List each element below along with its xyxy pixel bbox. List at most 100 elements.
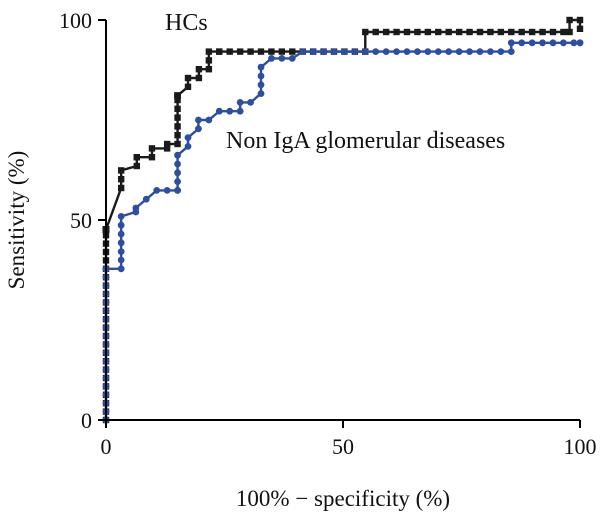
point-s1-85: [549, 39, 557, 47]
point-s1-59: [288, 55, 296, 62]
point-s0-100: [393, 28, 400, 36]
point-s0-103: [424, 28, 432, 36]
point-s0-117: [566, 28, 573, 36]
point-s1-47: [205, 116, 213, 124]
point-s1-48: [215, 107, 223, 115]
point-s0-57: [133, 154, 141, 161]
point-s0-98: [372, 28, 379, 36]
point-s1-67: [372, 48, 380, 55]
point-s1-87: [570, 39, 578, 47]
point-s1-60: [299, 48, 307, 55]
point-s0-86: [257, 48, 265, 55]
point-s1-58: [278, 55, 286, 62]
plot-area: [102, 16, 584, 424]
point-s1-33: [132, 204, 140, 212]
point-s0-54: [117, 167, 125, 174]
series-label-non-iga: Non IgA glomerular diseases: [226, 128, 505, 154]
point-s0-111: [508, 28, 515, 36]
point-s1-27: [117, 248, 125, 256]
point-s1-76: [466, 48, 473, 55]
point-s0-118: [566, 16, 573, 24]
point-s1-53: [257, 90, 265, 97]
series-line-0: [104, 18, 582, 420]
point-s1-51: [236, 99, 244, 106]
point-s0-64: [174, 123, 181, 130]
point-s1-77: [476, 48, 484, 55]
point-s0-79: [205, 57, 213, 64]
point-s1-29: [117, 230, 125, 238]
point-s1-31: [117, 213, 125, 220]
point-s0-55: [133, 162, 141, 170]
point-s1-86: [560, 39, 567, 47]
point-s0-85: [247, 48, 254, 55]
point-s1-64: [341, 48, 348, 55]
point-s0-104: [435, 28, 442, 36]
y-tick-label-1: 50: [70, 208, 92, 233]
point-s1-62: [320, 48, 327, 55]
point-s1-35: [153, 187, 161, 194]
point-s1-74: [445, 48, 453, 55]
y-axis-label: Sensitivity (%): [4, 151, 29, 290]
point-s1-80: [507, 48, 515, 55]
point-s1-44: [184, 134, 192, 142]
point-s1-57: [268, 55, 275, 62]
point-s1-43: [184, 143, 192, 150]
point-s1-40: [174, 169, 181, 177]
point-s1-78: [487, 48, 494, 55]
point-s1-71: [414, 48, 421, 55]
point-s0-112: [518, 28, 525, 36]
point-s1-70: [403, 48, 411, 55]
point-s0-84: [236, 48, 244, 55]
point-s0-58: [148, 154, 156, 161]
series-0: [102, 16, 584, 424]
point-s1-83: [528, 39, 536, 47]
point-s1-36: [163, 187, 171, 194]
point-s0-105: [445, 28, 452, 36]
point-s1-38: [174, 187, 181, 194]
point-s0-74: [184, 83, 192, 90]
point-s0-99: [382, 28, 390, 36]
point-s0-113: [528, 28, 536, 36]
point-s0-102: [414, 28, 421, 36]
point-s1-81: [507, 39, 515, 47]
point-s0-52: [117, 184, 125, 192]
point-s1-73: [434, 48, 442, 55]
point-s1-75: [455, 48, 463, 55]
point-s0-82: [216, 48, 223, 55]
point-s0-97: [362, 28, 369, 36]
x-tick-label-2: 100: [564, 434, 597, 459]
point-s0-119: [576, 16, 584, 24]
point-s1-49: [226, 107, 234, 115]
point-s0-88: [278, 48, 286, 55]
point-s1-30: [117, 221, 125, 229]
point-s1-61: [309, 48, 317, 55]
point-s0-108: [476, 28, 484, 36]
point-s1-42: [174, 151, 181, 159]
point-s0-78: [205, 66, 213, 73]
point-s0-63: [174, 132, 181, 139]
point-s0-110: [497, 28, 505, 36]
point-s0-106: [455, 28, 463, 36]
point-s1-82: [518, 39, 526, 47]
point-s1-68: [382, 48, 390, 55]
point-s0-83: [226, 48, 233, 55]
y-tick-label-0: 0: [81, 408, 92, 433]
point-s0-107: [466, 28, 473, 36]
point-s0-66: [174, 105, 181, 112]
point-s0-115: [549, 28, 557, 36]
point-s0-120: [576, 25, 584, 32]
point-s0-60: [163, 145, 171, 152]
point-s0-116: [560, 28, 567, 36]
point-s0-109: [487, 28, 494, 36]
point-s1-54: [257, 81, 265, 89]
point-s0-114: [539, 28, 546, 36]
point-s1-50: [236, 107, 244, 115]
point-s0-75: [184, 74, 192, 82]
point-s1-52: [247, 99, 254, 106]
point-s1-25: [117, 265, 125, 273]
point-s0-73: [174, 92, 181, 99]
point-s1-72: [424, 48, 432, 55]
point-s0-101: [403, 28, 411, 36]
point-s0-65: [174, 114, 181, 121]
